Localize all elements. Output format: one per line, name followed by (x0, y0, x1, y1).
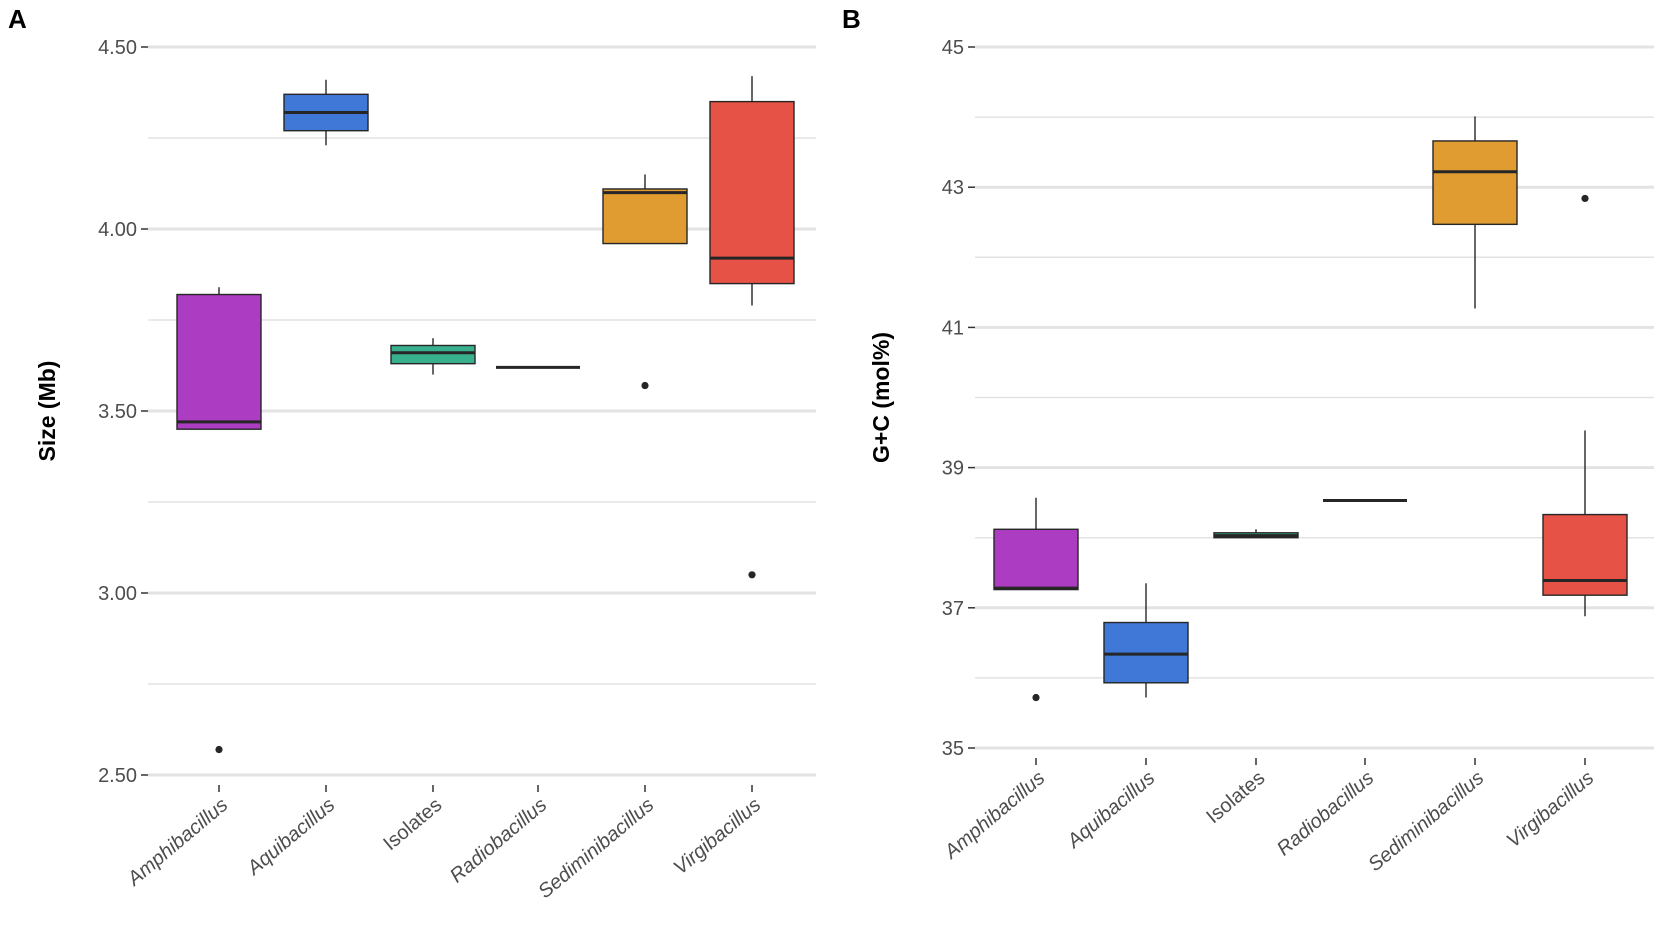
y-tick-label: 37 (942, 598, 964, 620)
box-body (709, 100, 795, 285)
box-body (1542, 513, 1628, 596)
x-category-label: Sediminibacillus (1364, 767, 1488, 876)
box-body (993, 528, 1079, 591)
box-sediminibacillus (1432, 116, 1518, 309)
box-body (390, 344, 476, 365)
box-aquibacillus (283, 79, 369, 146)
box-isolates (390, 338, 476, 375)
x-category-label: Radiobacillus (1273, 767, 1378, 860)
panel-a: A 2.50 3.00 3.50 4.00 4.50 Size (Mb) Amphibacil… (8, 4, 816, 903)
outlier-point (748, 571, 756, 579)
x-category-label: Aquibacillus (1063, 767, 1160, 853)
x-category-label: Amphibacillus (940, 767, 1049, 864)
y-tick-label: 45 (942, 37, 964, 59)
box-aquibacillus (1103, 583, 1189, 698)
box-body (602, 188, 688, 245)
box-virgibacillus (709, 76, 795, 579)
outlier-point (1032, 693, 1040, 702)
box-isolates (1213, 529, 1299, 539)
y-tick-label: 35 (942, 738, 964, 760)
x-category-label: Virgibacillus (670, 794, 766, 879)
y-tick-label: 41 (942, 317, 964, 339)
box-sediminibacillus (602, 174, 688, 390)
x-category-label: Amphibacillus (123, 794, 232, 891)
x-category-label: Sediminibacillus (534, 794, 658, 903)
panel-letter: A (8, 4, 27, 34)
panel-b: B 35 37 39 41 43 45 G+C (mol%) Amphibacillus Aqui… (842, 4, 1654, 876)
y-tick-label: 4.50 (98, 37, 137, 59)
y-tick-label: 39 (942, 458, 964, 480)
y-tick-label: 43 (942, 177, 964, 199)
y-tick-label: 2.50 (98, 765, 137, 787)
x-category-label: Isolates (1202, 767, 1269, 828)
y-tick-label: 3.50 (98, 401, 137, 423)
box-amphibacillus (176, 287, 262, 754)
x-category-label: Radiobacillus (446, 794, 551, 887)
box-virgibacillus (1542, 194, 1628, 617)
outlier-point (641, 381, 649, 390)
x-category-label: Isolates (379, 794, 446, 855)
box-body (176, 293, 262, 430)
box-amphibacillus (993, 497, 1079, 702)
outlier-point (215, 745, 223, 754)
y-tick-label: 3.00 (98, 583, 137, 605)
box-body (1432, 140, 1518, 226)
outlier-point (1581, 194, 1589, 203)
panel-letter: B (842, 4, 861, 34)
x-category-label: Aquibacillus (243, 794, 340, 880)
y-axis-title: Size (Mb) (34, 361, 60, 462)
x-category-label: Virgibacillus (1503, 767, 1599, 852)
y-axis-title: G+C (mol%) (868, 332, 894, 463)
y-tick-label: 4.00 (98, 219, 137, 241)
